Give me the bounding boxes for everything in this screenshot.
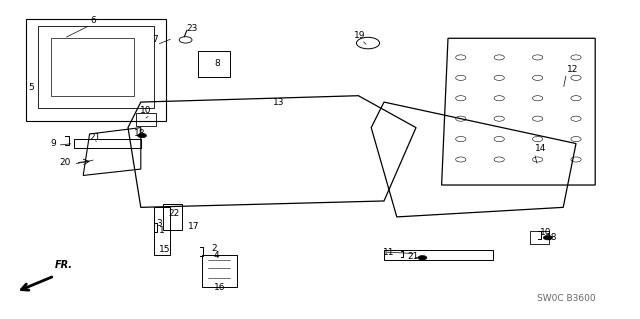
Text: 18: 18 [546,233,557,242]
Text: 20: 20 [60,158,71,167]
Text: 21: 21 [89,133,100,142]
Text: 16: 16 [214,283,225,292]
Circle shape [543,235,552,240]
Text: 11: 11 [383,248,395,256]
Circle shape [418,256,427,260]
Text: 7: 7 [153,35,158,44]
Text: 8: 8 [215,59,220,68]
Text: 17: 17 [188,222,199,231]
Text: 2: 2 [212,244,217,253]
Text: 13: 13 [273,98,284,107]
Text: 15: 15 [159,245,171,254]
Text: 5: 5 [28,83,33,92]
Text: 9: 9 [51,139,56,148]
Text: 10: 10 [140,106,152,115]
Text: 23: 23 [186,24,198,33]
Text: 22: 22 [168,209,180,218]
Text: 14: 14 [535,144,547,153]
Text: SW0C B3600: SW0C B3600 [536,294,595,303]
Text: FR.: FR. [54,260,72,270]
Text: 12: 12 [567,65,579,74]
Text: 6: 6 [90,16,95,25]
Text: 1: 1 [159,226,164,235]
Text: 19: 19 [354,31,365,40]
Text: 21: 21 [407,252,419,261]
Text: 3: 3 [156,219,161,228]
Text: 18: 18 [134,129,145,137]
Circle shape [138,133,147,138]
Text: 4: 4 [214,251,219,260]
Text: 10: 10 [540,228,551,237]
